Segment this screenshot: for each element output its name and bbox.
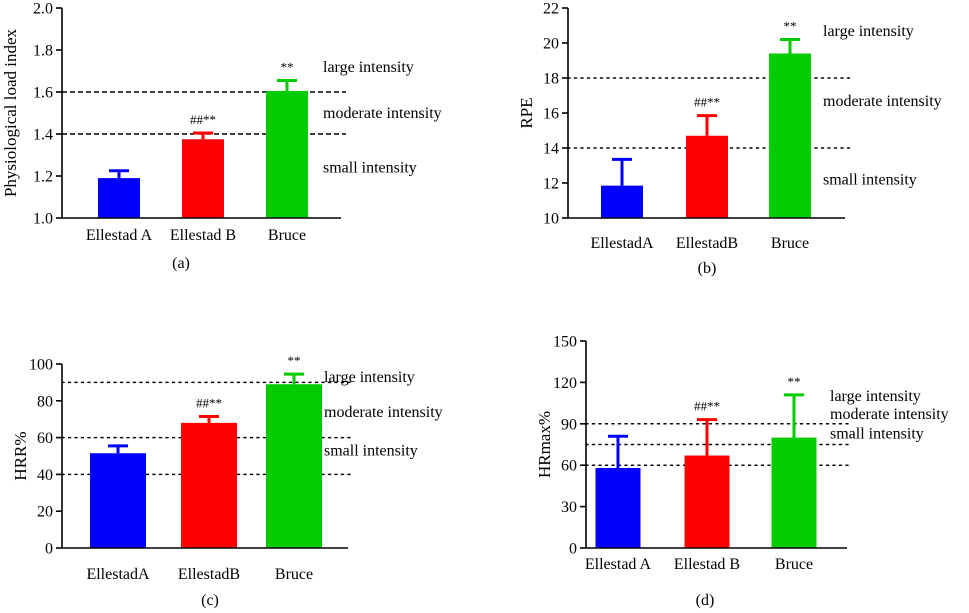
bar-ellestada	[601, 185, 643, 218]
bar-bruce	[266, 90, 308, 218]
y-axis-title: HRR%	[11, 431, 30, 480]
category-label: EllestadA	[86, 566, 150, 583]
panel-label: (d)	[696, 592, 715, 609]
significance-label: ##**	[694, 95, 720, 110]
y-tick-label: 16	[543, 106, 559, 123]
chart-panel-b: EllestadA ##** EllestadB ** Bruce 10 12 14 16 18 2…	[517, 1, 942, 278]
y-tick-label: 20	[543, 36, 559, 53]
category-label: EllestadA	[590, 235, 654, 252]
bar-ellestad-a	[98, 178, 140, 218]
intensity-zone-label: small intensity	[324, 442, 418, 459]
y-tick-label: 20	[37, 504, 53, 521]
y-tick-label: 1.8	[33, 43, 53, 60]
y-tick-label: 12	[543, 176, 559, 193]
y-tick-label: 120	[553, 375, 577, 392]
y-axis-title: HRmax%	[535, 411, 554, 478]
intensity-zone-label: small intensity	[830, 425, 924, 442]
bar-ellestad-b	[182, 139, 224, 218]
y-tick-label: 0	[569, 541, 577, 558]
category-label: Bruce	[275, 566, 313, 583]
y-axis-title: RPE	[517, 97, 536, 128]
y-tick-label: 2.0	[33, 1, 53, 18]
significance-label: **	[784, 19, 797, 34]
category-label: EllestadB	[676, 235, 738, 252]
chart-panel-c: EllestadA ##** EllestadB ** Bruce 0 20 40 60 80 10…	[11, 353, 443, 609]
y-tick-label: 40	[37, 467, 53, 484]
panel-label: (b)	[698, 260, 717, 277]
significance-label: **	[788, 374, 801, 389]
bar-ellestad-b	[684, 455, 730, 548]
intensity-zone-label: moderate intensity	[324, 404, 443, 421]
y-tick-label: 18	[543, 71, 559, 88]
y-tick-label: 60	[37, 430, 53, 447]
intensity-zone-label: large intensity	[323, 59, 414, 76]
y-tick-label: 1.4	[33, 127, 53, 144]
y-tick-label: 1.6	[33, 85, 53, 102]
significance-label: **	[288, 353, 301, 368]
y-tick-label: 1.2	[33, 169, 53, 186]
chart-panel-d: Ellestad A ##** Ellestad B ** Bruce 0 30 60 90 12…	[535, 334, 949, 610]
panel-label: (c)	[201, 592, 219, 609]
bar-bruce	[266, 384, 322, 548]
y-tick-label: 1.0	[33, 211, 53, 228]
intensity-zone-label: large intensity	[823, 23, 914, 40]
chart-panel-a: Ellestad A ##** Ellestad B ** Bruce 1.0 1.2 1.4…	[1, 1, 442, 273]
bar-bruce	[771, 437, 817, 548]
significance-label: ##**	[190, 112, 216, 127]
y-tick-label: 90	[561, 416, 577, 433]
y-tick-label: 14	[543, 141, 559, 158]
bar-ellestada	[90, 453, 146, 548]
category-label: Bruce	[775, 556, 813, 573]
intensity-zone-label: small intensity	[823, 172, 917, 189]
category-label: Ellestad B	[170, 227, 236, 244]
intensity-zone-label: small intensity	[323, 160, 417, 177]
y-axis-title: Physiological load index	[1, 28, 20, 197]
y-tick-label: 60	[561, 458, 577, 475]
intensity-zone-label: moderate intensity	[830, 406, 949, 423]
intensity-zone-label: large intensity	[324, 369, 415, 386]
y-tick-label: 0	[45, 541, 53, 558]
y-tick-label: 150	[553, 334, 577, 351]
category-label: Bruce	[771, 235, 809, 252]
intensity-zone-label: large intensity	[830, 388, 921, 405]
significance-label: ##**	[694, 399, 720, 414]
category-label: Bruce	[268, 227, 306, 244]
category-label: EllestadB	[178, 566, 240, 583]
bar-bruce	[769, 53, 811, 218]
bar-ellestad-a	[595, 467, 641, 548]
intensity-zone-label: moderate intensity	[823, 93, 942, 110]
category-label: Ellestad A	[86, 227, 153, 244]
y-tick-label: 30	[561, 499, 577, 516]
y-tick-label: 100	[29, 357, 53, 374]
intensity-zone-label: moderate intensity	[323, 105, 442, 122]
y-tick-label: 22	[543, 1, 559, 18]
significance-label: ##**	[196, 395, 222, 410]
bar-ellestadb	[686, 135, 728, 218]
bar-ellestadb	[181, 422, 237, 548]
significance-label: **	[281, 59, 294, 74]
category-label: Ellestad B	[674, 556, 740, 573]
y-tick-label: 80	[37, 393, 53, 410]
y-tick-label: 10	[543, 211, 559, 228]
category-label: Ellestad A	[585, 556, 652, 573]
panel-label: (a)	[172, 255, 190, 272]
